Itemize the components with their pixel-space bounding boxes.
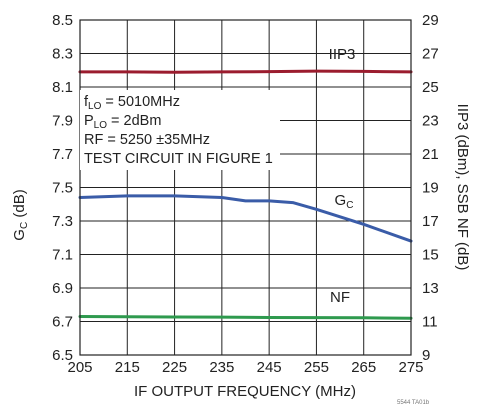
y-right-tick-label: 9 — [422, 347, 430, 364]
series-label-nf-main: NF — [330, 289, 350, 306]
note-rf: RF = 5250 ±35MHz — [84, 132, 210, 148]
y-left-axis-label-rest: (dB) — [11, 189, 28, 222]
y-left-tick-label: 6.5 — [52, 347, 73, 364]
series-line-iip3 — [78, 69, 413, 74]
y-right-tick-labels: 9 11 13 15 17 19 21 23 25 27 29 — [422, 12, 439, 364]
x-tick-label: 225 — [162, 359, 187, 376]
y-left-tick-label: 6.7 — [52, 314, 73, 331]
note-plo: PLO = 2dBm — [84, 113, 161, 131]
y-right-tick-label: 15 — [422, 247, 439, 264]
note-plo-main: P — [84, 113, 94, 129]
note-flo-sub: LO — [88, 101, 102, 112]
x-tick-label: 245 — [257, 359, 282, 376]
note-flo-main: f — [84, 94, 89, 110]
y-right-axis-label: IIP3 (dBm), SSB NF (dB) — [454, 104, 471, 271]
y-left-tick-label: 7.3 — [52, 213, 73, 230]
series-label-nf: NF — [330, 289, 350, 306]
x-tick-labels: 205 215 225 235 245 255 265 275 — [67, 359, 423, 376]
y-left-axis-label: GC (dB) — [11, 189, 30, 240]
note-flo-rest: = 5010MHz — [101, 94, 180, 110]
x-tick-label: 205 — [67, 359, 92, 376]
y-left-tick-label: 8.5 — [52, 12, 73, 29]
y-right-tick-label: 27 — [422, 46, 439, 63]
series-label-g-c: GC — [335, 192, 354, 211]
figure-id: 5544 TA01b — [397, 400, 430, 405]
y-right-tick-label: 29 — [422, 12, 439, 29]
y-left-tick-label: 8.3 — [52, 46, 73, 63]
note-plo-rest: = 2dBm — [107, 113, 161, 129]
x-tick-label: 215 — [115, 359, 140, 376]
y-right-tick-label: 21 — [422, 146, 439, 163]
series-line-g-c — [78, 194, 413, 243]
y-left-axis-label-sub: C — [19, 222, 30, 229]
y-right-tick-label: 23 — [422, 113, 439, 130]
series-label-g-c-sub: C — [346, 200, 353, 211]
y-right-tick-label: 25 — [422, 79, 439, 96]
series-label-g-c-main: G — [335, 192, 347, 209]
series-line-nf — [78, 315, 413, 320]
y-right-tick-label: 11 — [422, 314, 438, 331]
x-tick-label: 275 — [398, 359, 423, 376]
x-tick-label: 235 — [209, 359, 234, 376]
x-tick-label: 265 — [351, 359, 376, 376]
note-flo: fLO = 5010MHz — [84, 94, 180, 112]
y-left-tick-label: 7.5 — [52, 180, 73, 197]
series-label-iip3-main: IIP3 — [329, 46, 356, 63]
y-right-tick-label: 13 — [422, 280, 439, 297]
plot-frame — [79, 19, 412, 356]
y-right-tick-label: 19 — [422, 180, 439, 197]
test-conditions: fLO = 5010MHz PLO = 2dBm RF = 5250 ±35MH… — [80, 90, 280, 170]
y-left-tick-label: 7.1 — [52, 247, 73, 264]
y-left-tick-label: 7.7 — [52, 146, 73, 163]
note-plo-sub: LO — [94, 120, 108, 131]
y-right-tick-label: 17 — [422, 213, 439, 230]
y-left-tick-label: 6.9 — [52, 280, 73, 297]
notes-background — [80, 90, 280, 170]
y-left-tick-labels: 6.5 6.7 6.9 7.1 7.3 7.5 7.7 7.9 8.1 8.3 8.5 — [52, 12, 73, 364]
y-left-tick-label: 8.1 — [52, 79, 73, 96]
x-axis-label: IF OUTPUT FREQUENCY (MHz) — [134, 383, 356, 400]
note-test-circuit: TEST CIRCUIT IN FIGURE 1 — [84, 151, 273, 167]
series-labels: IIP3 GC NF — [329, 46, 356, 306]
x-tick-label: 255 — [304, 359, 329, 376]
y-left-tick-label: 7.9 — [52, 113, 73, 130]
y-left-axis-label-main: G — [11, 229, 28, 241]
series-lines — [78, 69, 413, 320]
series-label-iip3: IIP3 — [329, 46, 356, 63]
